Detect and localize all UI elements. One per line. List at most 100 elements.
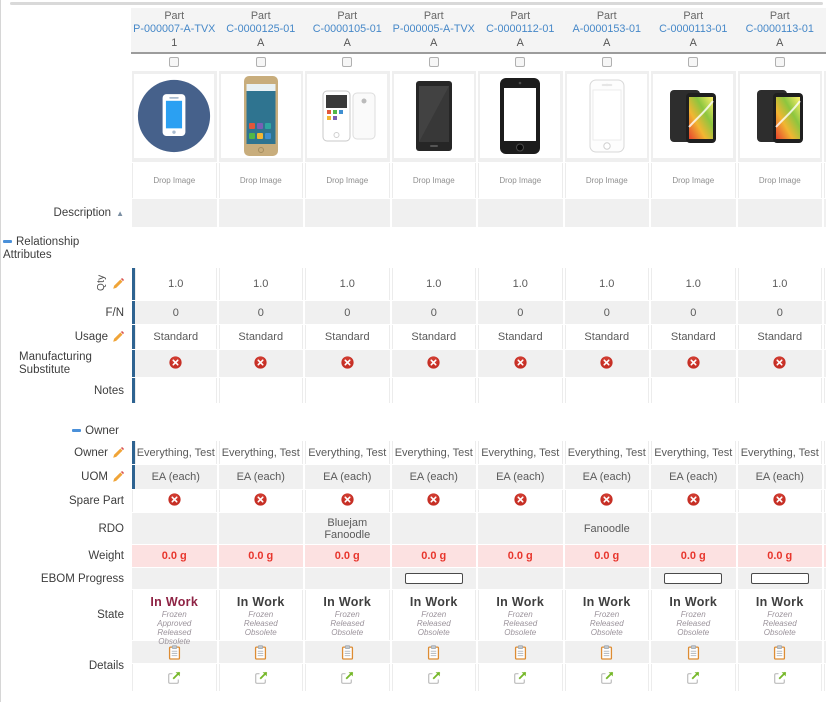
select-checkbox[interactable] [774, 57, 785, 67]
open-item-icon[interactable] [427, 671, 441, 685]
pending-state[interactable]: Frozen [594, 610, 620, 619]
notes-cell[interactable] [132, 378, 217, 403]
pending-state[interactable]: Frozen [248, 610, 274, 619]
description-cell[interactable] [737, 199, 822, 227]
manufacturing-substitute-cell[interactable] [737, 350, 822, 377]
pending-state[interactable]: Obsolete [763, 628, 796, 637]
pending-state[interactable]: Released [157, 628, 192, 637]
no-substitute-icon[interactable] [773, 355, 786, 372]
part-number-link[interactable]: A-0000153-01 [572, 23, 641, 36]
drop-image-zone[interactable] [824, 163, 826, 198]
pending-state[interactable]: Released [676, 619, 711, 628]
usage-cell[interactable]: Standard [737, 325, 822, 349]
description-cell[interactable] [651, 199, 736, 227]
usage-cell[interactable]: Standard [218, 325, 303, 349]
owner-cell[interactable]: Everything, Test [132, 441, 217, 464]
part-image[interactable] [132, 71, 217, 162]
pending-state[interactable]: Obsolete [244, 628, 277, 637]
owner-cell[interactable]: Everything, Test [391, 441, 476, 464]
pending-state[interactable]: Released [589, 619, 624, 628]
pending-state[interactable]: Approved [157, 619, 192, 628]
open-item-cell[interactable] [824, 664, 826, 691]
part-image[interactable] [391, 71, 476, 162]
qty-cell[interactable]: 1.0 [478, 268, 563, 300]
usage-cell[interactable]: Standard [564, 325, 649, 349]
select-checkbox[interactable] [515, 57, 526, 67]
no-spare-part-icon[interactable] [341, 493, 354, 509]
open-item-icon[interactable] [686, 671, 700, 685]
description-cell[interactable] [824, 199, 826, 227]
uom-cell[interactable]: EA (each) [305, 465, 390, 489]
pending-state[interactable]: Obsolete [158, 637, 191, 646]
open-item-cell[interactable] [391, 664, 476, 691]
pending-state[interactable]: Frozen [334, 610, 360, 619]
details-cell[interactable] [651, 641, 736, 663]
spare-part-cell[interactable] [391, 490, 476, 512]
uom-cell[interactable]: EA (each) [218, 465, 303, 489]
no-substitute-icon[interactable] [427, 355, 440, 372]
uom-cell[interactable]: EA (each) [478, 465, 563, 489]
details-clipboard-icon[interactable] [341, 644, 354, 660]
drop-image-zone[interactable]: Drop Image [478, 163, 563, 198]
spare-part-cell[interactable] [737, 490, 822, 512]
qty-cell[interactable]: 1.0 [651, 268, 736, 300]
details-clipboard-icon[interactable] [254, 644, 267, 660]
part-number-link[interactable]: P-000005-A-TVX [392, 23, 475, 36]
details-clipboard-icon[interactable] [427, 644, 440, 660]
usage-cell[interactable]: Standard [305, 325, 390, 349]
qty-cell[interactable]: 1.0 [391, 268, 476, 300]
uom-cell[interactable]: EA (each) [737, 465, 822, 489]
description-cell[interactable] [218, 199, 303, 227]
edit-pencil-icon[interactable] [112, 446, 124, 459]
notes-cell[interactable] [737, 378, 822, 403]
edit-pencil-icon[interactable] [112, 471, 124, 483]
notes-cell[interactable] [478, 378, 563, 403]
pending-state[interactable]: Obsolete [504, 628, 537, 637]
owner-cell[interactable]: Everything, Test [305, 441, 390, 464]
pending-state[interactable]: Released [503, 619, 538, 628]
spare-part-cell[interactable] [651, 490, 736, 512]
open-item-cell[interactable] [305, 664, 390, 691]
section-owner[interactable]: Owner [1, 404, 131, 440]
usage-cell[interactable]: Standard [478, 325, 563, 349]
usage-cell[interactable]: Standard [132, 325, 217, 349]
open-item-cell[interactable] [478, 664, 563, 691]
manufacturing-substitute-cell[interactable] [824, 350, 826, 377]
uom-cell[interactable]: EA (each) [564, 465, 649, 489]
part-image[interactable] [478, 71, 563, 162]
manufacturing-substitute-cell[interactable] [132, 350, 217, 377]
manufacturing-substitute-cell[interactable] [564, 350, 649, 377]
drop-image-zone[interactable]: Drop Image [391, 163, 476, 198]
manufacturing-substitute-cell[interactable] [218, 350, 303, 377]
drop-image-zone[interactable]: Drop Image [564, 163, 649, 198]
select-checkbox[interactable] [169, 57, 180, 67]
open-item-icon[interactable] [513, 671, 527, 685]
details-clipboard-icon[interactable] [773, 644, 786, 660]
description-cell[interactable] [391, 199, 476, 227]
usage-cell[interactable]: Standard [391, 325, 476, 349]
notes-cell[interactable] [824, 378, 826, 403]
owner-cell[interactable]: Everything, Test [218, 441, 303, 464]
owner-cell[interactable] [824, 441, 826, 464]
no-substitute-icon[interactable] [254, 355, 267, 372]
details-cell[interactable] [305, 641, 390, 663]
details-clipboard-icon[interactable] [514, 644, 527, 660]
part-image[interactable] [824, 71, 826, 162]
no-substitute-icon[interactable] [687, 355, 700, 372]
open-item-cell[interactable] [218, 664, 303, 691]
pending-state[interactable]: Released [330, 619, 365, 628]
open-item-cell[interactable] [564, 664, 649, 691]
qty-cell[interactable]: 1.0 [564, 268, 649, 300]
no-spare-part-icon[interactable] [687, 493, 700, 509]
no-substitute-icon[interactable] [514, 355, 527, 372]
part-image[interactable] [651, 71, 736, 162]
no-substitute-icon[interactable] [341, 355, 354, 372]
drop-image-zone[interactable]: Drop Image [218, 163, 303, 198]
pending-state[interactable]: Frozen [767, 610, 793, 619]
details-cell[interactable] [218, 641, 303, 663]
details-cell[interactable] [391, 641, 476, 663]
spare-part-cell[interactable] [218, 490, 303, 512]
open-item-icon[interactable] [167, 671, 181, 685]
pending-state[interactable]: Obsolete [331, 628, 364, 637]
open-item-icon[interactable] [773, 671, 787, 685]
